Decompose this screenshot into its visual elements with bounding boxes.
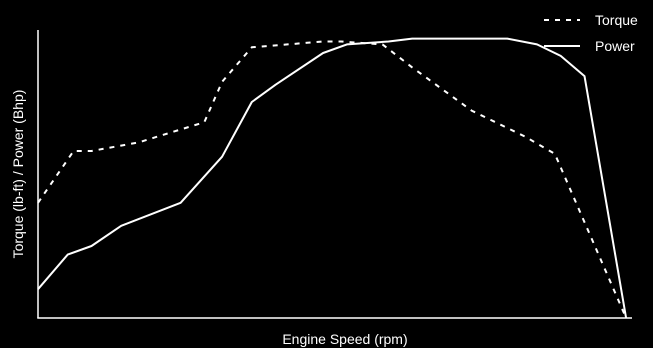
power-series-line [37, 37, 628, 319]
series-layer [37, 37, 628, 319]
legend-item-power: Power [544, 38, 635, 54]
torque-series-line [37, 40, 628, 319]
legend-label-torque: Torque [595, 12, 638, 28]
legend-label-power: Power [595, 38, 635, 54]
legend-item-torque: Torque [544, 12, 638, 28]
y-axis-label: Torque (lb-ft) / Power (Bhp) [10, 90, 26, 259]
legend: Torque Power [544, 12, 638, 54]
x-axis-label: Engine Speed (rpm) [282, 331, 407, 347]
